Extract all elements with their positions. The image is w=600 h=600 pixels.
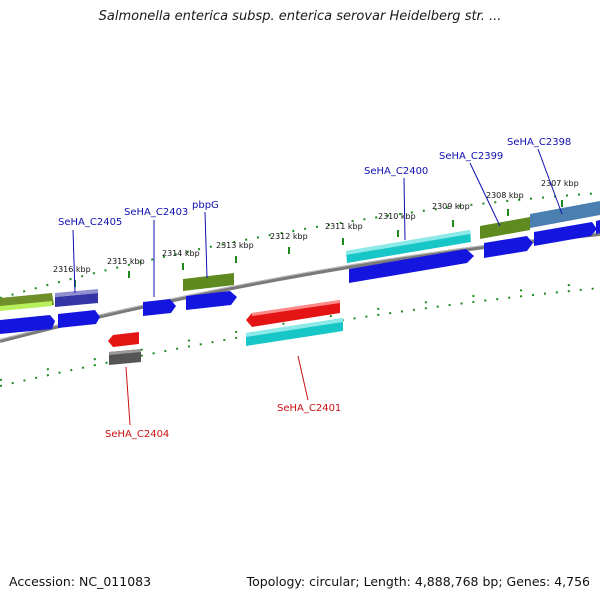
- scale-label: 2307 kbp: [541, 179, 579, 188]
- scale-label: 2310 kbp: [378, 212, 416, 221]
- scale-label: 2312 kbp: [270, 232, 308, 241]
- genome-summary-text: Topology: circular; Length: 4,888,768 bp…: [247, 574, 590, 589]
- gene-label-sehac2400[interactable]: SeHA_C2400: [364, 166, 428, 177]
- scale-label: 2309 kbp: [432, 202, 470, 211]
- gene-label-sehac2398[interactable]: SeHA_C2398: [507, 137, 571, 148]
- gene-label-sehac2401[interactable]: SeHA_C2401: [277, 403, 341, 414]
- scale-label: 2315 kbp: [107, 257, 145, 266]
- gene-feature[interactable]: [143, 299, 176, 316]
- gene-feature[interactable]: [484, 236, 533, 258]
- scale-label: 2316 kbp: [53, 265, 91, 274]
- scale-label: 2311 kbp: [325, 222, 363, 231]
- gene-feature[interactable]: [480, 217, 530, 239]
- gene-label-sehac2403[interactable]: SeHA_C2403: [124, 207, 188, 218]
- gene-feature[interactable]: [534, 222, 597, 246]
- gene-label-sehac2405[interactable]: SeHA_C2405: [58, 217, 122, 228]
- scale-label: 2308 kbp: [486, 191, 524, 200]
- scale-label: 2313 kbp: [216, 241, 254, 250]
- gene-feature[interactable]: [596, 220, 600, 234]
- accession-text: Accession: NC_011083: [9, 574, 151, 589]
- gene-label-sehac2404[interactable]: SeHA_C2404: [105, 429, 169, 440]
- gene-feature[interactable]: [58, 310, 100, 328]
- gene-label-pbpg[interactable]: pbpG: [192, 200, 219, 211]
- gene-label-sehac2399[interactable]: SeHA_C2399: [439, 151, 503, 162]
- scale-label: 2314 kbp: [162, 249, 200, 258]
- gene-feature[interactable]: [108, 332, 139, 347]
